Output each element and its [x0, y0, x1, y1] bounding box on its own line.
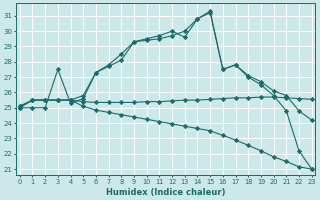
X-axis label: Humidex (Indice chaleur): Humidex (Indice chaleur): [106, 188, 226, 197]
